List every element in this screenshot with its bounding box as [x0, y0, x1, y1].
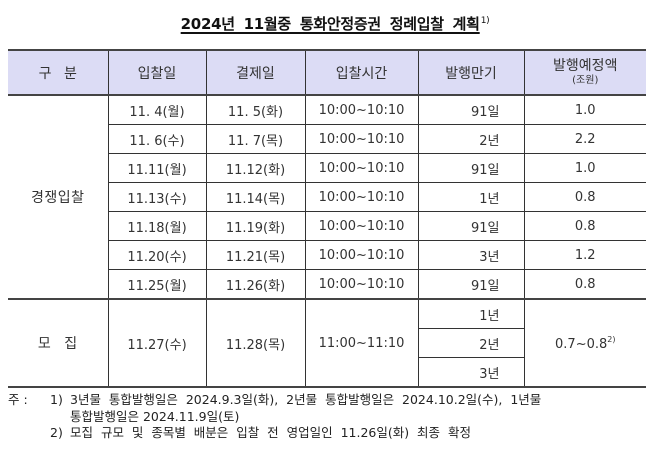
table-row: 11.20(수) 11.21(목) 10:00~10:10 3년 1.2 — [8, 240, 646, 270]
document-title: 2024년 11월중 통화안정증권 정례입찰 계획1) — [0, 13, 670, 34]
header-bid-time: 입찰시간 — [304, 49, 419, 96]
footnote-number: 2) — [50, 425, 63, 440]
bid-date-cell: 11.11(월) — [108, 153, 207, 183]
settle-date-cell: 11.14(목) — [205, 182, 306, 212]
maturity-cell: 91일 — [417, 94, 525, 125]
amount-cell: 0.8 — [523, 182, 646, 212]
table-row: 경쟁입찰 11. 4(월) 11. 5(화) 10:00~10:10 91일 1… — [8, 94, 646, 300]
category-recruitment: 모 집 — [8, 298, 109, 388]
maturity-cell: 91일 — [417, 269, 525, 300]
settle-date-cell: 11.21(목) — [205, 240, 306, 270]
table-row: 11.18(월) 11.19(화) 10:00~10:10 91일 0.8 — [8, 211, 646, 241]
table-row: 11.13(수) 11.14(목) 10:00~10:10 1년 0.8 — [8, 182, 646, 212]
table-row-recruitment: 모 집 11.27(수) 11.28(목) 11:00~11:10 1년 0.7… — [8, 298, 646, 388]
bid-time-cell: 10:00~10:10 — [304, 153, 419, 183]
header-amount: 발행예정액 (조원) — [523, 49, 646, 96]
bid-time-cell: 10:00~10:10 — [304, 240, 419, 270]
bid-time-cell: 11:00~11:10 — [304, 298, 419, 388]
amount-cell: 1.2 — [523, 240, 646, 270]
footnote-2: 2) 모집 규모 및 종목별 배분은 입찰 전 영업일인 11.26일(화) 최종… — [8, 425, 658, 442]
bid-date-cell: 11.25(월) — [108, 269, 207, 300]
header-amount-unit: (조원) — [572, 75, 599, 86]
bid-time-cell: 10:00~10:10 — [304, 94, 419, 125]
maturity-cell: 2년 — [417, 124, 525, 154]
table-row-recruitment: 3년 — [8, 357, 646, 388]
settle-date-cell: 11.12(화) — [205, 153, 306, 183]
table-row: 11.11(월) 11.12(화) 10:00~10:10 91일 1.0 — [8, 153, 646, 183]
notes-prefix: 주 : — [8, 392, 28, 407]
bid-time-cell: 10:00~10:10 — [304, 269, 419, 300]
amount-cell: 0.7~0.82) — [523, 298, 646, 388]
table-row: 11.25(월) 11.26(화) 10:00~10:10 91일 0.8 — [8, 269, 646, 300]
table-row-recruitment: 2년 — [8, 328, 646, 358]
settle-date-cell: 11. 5(화) — [205, 94, 306, 125]
amount-cell: 1.0 — [523, 153, 646, 183]
header-category: 구 분 — [8, 49, 109, 96]
footnote-number: 1) — [50, 392, 63, 407]
bid-date-cell: 11.27(수) — [107, 298, 207, 388]
maturity-cell: 91일 — [417, 211, 525, 241]
maturity-cell: 3년 — [417, 240, 525, 270]
footnote-1-continued: 통합발행일은 2024.11.9일(토) — [70, 408, 240, 424]
settle-date-cell: 11.28(목) — [205, 298, 306, 388]
settle-date-cell: 11. 7(목) — [205, 124, 306, 154]
footnote-text: 3년물 통합발행일은 2024.9.3일(화), 2년물 통합발행일은 2024… — [70, 392, 542, 407]
footnotes: 주 : 1) 3년물 통합발행일은 2024.9.3일(화), 2년물 통합발행일은… — [8, 392, 658, 442]
bid-date-cell: 11.18(월) — [108, 211, 207, 241]
header-amount-label: 발행예정액 — [553, 58, 618, 74]
maturity-cell: 3년 — [418, 357, 524, 388]
category-competitive: 경쟁입찰 — [8, 94, 109, 300]
title-text: 2024년 11월중 통화안정증권 정례입찰 계획 — [180, 15, 480, 33]
maturity-cell: 1년 — [417, 182, 525, 212]
amount-cell: 0.8 — [523, 211, 646, 241]
header-bid-date: 입찰일 — [107, 49, 207, 96]
auction-plan-table: 구 분 입찰일 결제일 입찰시간 발행만기 발행예정액 (조원) 경쟁입찰 11… — [8, 49, 646, 388]
footnote-1: 주 : 1) 3년물 통합발행일은 2024.9.3일(화), 2년물 통합발행일은… — [8, 392, 658, 409]
bid-time-cell: 10:00~10:10 — [304, 182, 419, 212]
title-footnote-mark: 1) — [480, 16, 490, 26]
bid-date-cell: 11. 4(월) — [107, 94, 207, 125]
amount-cell: 1.0 — [523, 94, 646, 125]
bid-time-cell: 10:00~10:10 — [304, 124, 419, 154]
amount-footnote-mark: 2) — [607, 334, 616, 344]
amount-cell: 0.8 — [523, 269, 646, 300]
header-maturity: 발행만기 — [417, 49, 525, 96]
maturity-cell: 2년 — [418, 328, 524, 358]
maturity-cell: 91일 — [417, 153, 525, 183]
maturity-cell: 1년 — [417, 298, 525, 329]
table-header-row: 구 분 입찰일 결제일 입찰시간 발행만기 발행예정액 (조원) — [8, 49, 646, 96]
settle-date-cell: 11.19(화) — [205, 211, 306, 241]
settle-date-cell: 11.26(화) — [205, 269, 306, 300]
bid-date-cell: 11.20(수) — [108, 240, 207, 270]
bid-date-cell: 11. 6(수) — [108, 124, 207, 154]
header-settle-date: 결제일 — [205, 49, 306, 96]
bid-time-cell: 10:00~10:10 — [304, 211, 419, 241]
footnote-text: 모집 규모 및 종목별 배분은 입찰 전 영업일인 11.26일(화) 최종 확… — [70, 425, 472, 440]
bid-date-cell: 11.13(수) — [108, 182, 207, 212]
amount-cell: 2.2 — [523, 124, 646, 154]
